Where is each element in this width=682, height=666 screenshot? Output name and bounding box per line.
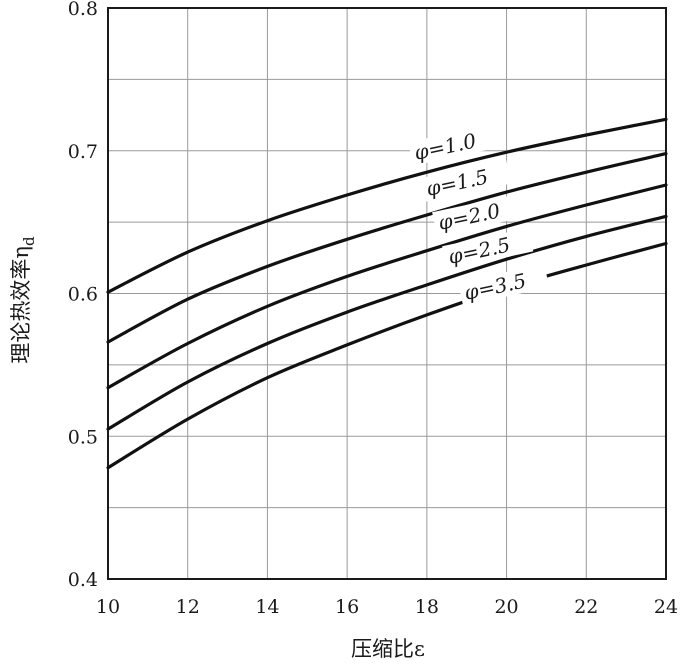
- y-axis-title-main: 理论热效率η: [9, 246, 33, 364]
- x-tick-label: 14: [255, 596, 279, 618]
- curve-series-1: [106, 117, 668, 294]
- curve-label-backing: [432, 193, 524, 236]
- curve-series-3: [106, 183, 668, 390]
- y-tick-label: 0.7: [68, 141, 98, 163]
- curve-label-backing: [420, 159, 512, 202]
- curve-series-5: [106, 241, 668, 470]
- x-tick-labels: 10 12 14 16 18 20 22 24: [96, 596, 678, 618]
- curves: [106, 117, 668, 470]
- curve-label: φ=2.5: [446, 232, 512, 268]
- y-axis-title-subscript: d: [20, 236, 38, 246]
- curve-series-4: [106, 214, 668, 431]
- curve-label: φ=1.0: [412, 128, 478, 165]
- x-tick-label: 16: [335, 596, 359, 618]
- x-tick-label: 12: [176, 596, 200, 618]
- y-axis-title: 理论热效率ηd: [9, 236, 38, 364]
- x-tick-label: 10: [96, 596, 120, 618]
- x-tick-label: 18: [415, 596, 439, 618]
- y-tick-label: 0.8: [68, 0, 98, 20]
- curve-label-backing: [442, 227, 534, 270]
- x-tick-label: 20: [494, 596, 518, 618]
- grid: [108, 8, 666, 579]
- y-tick-label: 0.4: [68, 569, 98, 591]
- curve-label-backing: [458, 263, 550, 306]
- x-tick-label: 24: [654, 596, 678, 618]
- curve-series-2: [106, 152, 668, 344]
- x-axis-title: 压缩比ε: [351, 637, 425, 661]
- y-tick-label: 0.5: [68, 426, 98, 448]
- y-tick-labels: 0.4 0.5 0.6 0.7 0.8: [68, 0, 98, 591]
- curve-label-backing: [408, 123, 500, 166]
- y-tick-label: 0.6: [68, 284, 98, 306]
- curve-label: φ=3.5: [462, 268, 528, 304]
- x-tick-label: 22: [574, 596, 598, 618]
